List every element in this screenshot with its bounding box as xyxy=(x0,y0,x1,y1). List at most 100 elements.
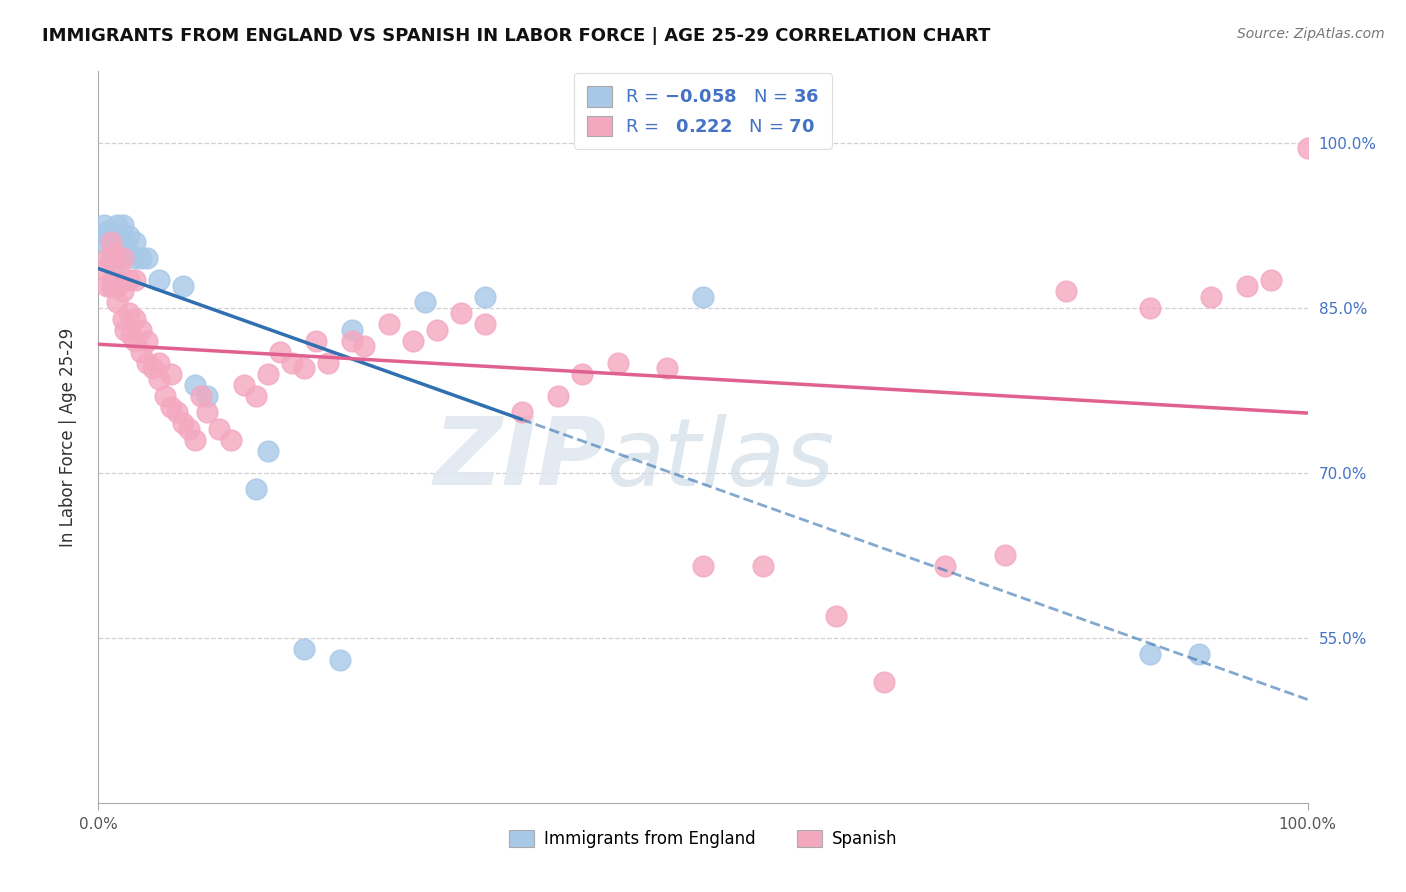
Point xyxy=(1139,648,1161,662)
Point xyxy=(1139,301,1161,315)
Point xyxy=(97,224,120,238)
Point xyxy=(281,356,304,370)
Point xyxy=(93,235,115,249)
Point xyxy=(184,433,207,447)
Point xyxy=(1260,273,1282,287)
Point xyxy=(825,608,848,623)
Point xyxy=(450,306,472,320)
Point xyxy=(129,252,152,266)
Point xyxy=(101,278,124,293)
Point xyxy=(129,323,152,337)
Point xyxy=(221,433,243,447)
Point xyxy=(124,273,146,287)
Point xyxy=(510,405,533,419)
Point xyxy=(118,229,141,244)
Point xyxy=(873,674,896,689)
Point xyxy=(377,318,399,332)
Point xyxy=(118,245,141,260)
Point xyxy=(100,229,122,244)
Point xyxy=(292,361,315,376)
Point xyxy=(124,334,146,348)
Point xyxy=(256,443,278,458)
Point xyxy=(160,400,183,414)
Point xyxy=(100,252,122,266)
Point xyxy=(1199,290,1222,304)
Point xyxy=(413,295,436,310)
Point xyxy=(124,235,146,249)
Point xyxy=(184,377,207,392)
Point xyxy=(93,262,115,277)
Point xyxy=(166,405,188,419)
Point xyxy=(607,356,630,370)
Point xyxy=(103,245,125,260)
Point xyxy=(111,219,134,233)
Text: ZIP: ZIP xyxy=(433,413,606,505)
Point xyxy=(245,483,267,497)
Y-axis label: In Labor Force | Age 25-29: In Labor Force | Age 25-29 xyxy=(59,327,77,547)
Point xyxy=(179,422,201,436)
Point xyxy=(474,290,496,304)
Point xyxy=(994,549,1017,563)
Point xyxy=(105,278,128,293)
Point xyxy=(101,273,124,287)
Point xyxy=(1054,285,1077,299)
Point xyxy=(153,389,176,403)
Point xyxy=(474,318,496,332)
Point xyxy=(114,323,136,337)
Point xyxy=(96,229,118,244)
Point xyxy=(571,367,593,381)
Point xyxy=(172,417,194,431)
Point xyxy=(547,389,569,403)
Point xyxy=(1236,278,1258,293)
Legend: Immigrants from England, Spanish: Immigrants from England, Spanish xyxy=(501,822,905,856)
Point xyxy=(353,339,375,353)
Point xyxy=(96,278,118,293)
Point xyxy=(305,334,328,348)
Point xyxy=(124,311,146,326)
Text: atlas: atlas xyxy=(606,414,835,505)
Point xyxy=(195,405,218,419)
Point xyxy=(292,641,315,656)
Point xyxy=(195,389,218,403)
Point xyxy=(190,389,212,403)
Point xyxy=(1188,648,1211,662)
Point xyxy=(269,344,291,359)
Point xyxy=(105,229,128,244)
Point xyxy=(692,290,714,304)
Point xyxy=(148,273,170,287)
Point xyxy=(120,328,142,343)
Point xyxy=(329,653,352,667)
Point xyxy=(934,559,956,574)
Point xyxy=(111,311,134,326)
Text: IMMIGRANTS FROM ENGLAND VS SPANISH IN LABOR FORCE | AGE 25-29 CORRELATION CHART: IMMIGRANTS FROM ENGLAND VS SPANISH IN LA… xyxy=(42,27,991,45)
Point xyxy=(111,235,134,249)
Point xyxy=(93,219,115,233)
Point xyxy=(97,252,120,266)
Point xyxy=(103,252,125,266)
Point xyxy=(100,240,122,254)
Point xyxy=(118,306,141,320)
Point xyxy=(111,245,134,260)
Point xyxy=(655,361,678,376)
Point xyxy=(148,372,170,386)
Point xyxy=(426,323,449,337)
Point xyxy=(148,356,170,370)
Point xyxy=(129,344,152,359)
Point xyxy=(342,323,364,337)
Point xyxy=(752,559,775,574)
Point xyxy=(118,273,141,287)
Text: Source: ZipAtlas.com: Source: ZipAtlas.com xyxy=(1237,27,1385,41)
Point xyxy=(105,295,128,310)
Point xyxy=(105,219,128,233)
Point xyxy=(208,422,231,436)
Point xyxy=(108,262,131,277)
Point xyxy=(142,361,165,376)
Point xyxy=(1296,141,1319,155)
Point xyxy=(111,252,134,266)
Point xyxy=(172,278,194,293)
Point xyxy=(124,252,146,266)
Point xyxy=(160,367,183,381)
Point xyxy=(111,285,134,299)
Point xyxy=(402,334,425,348)
Point xyxy=(256,367,278,381)
